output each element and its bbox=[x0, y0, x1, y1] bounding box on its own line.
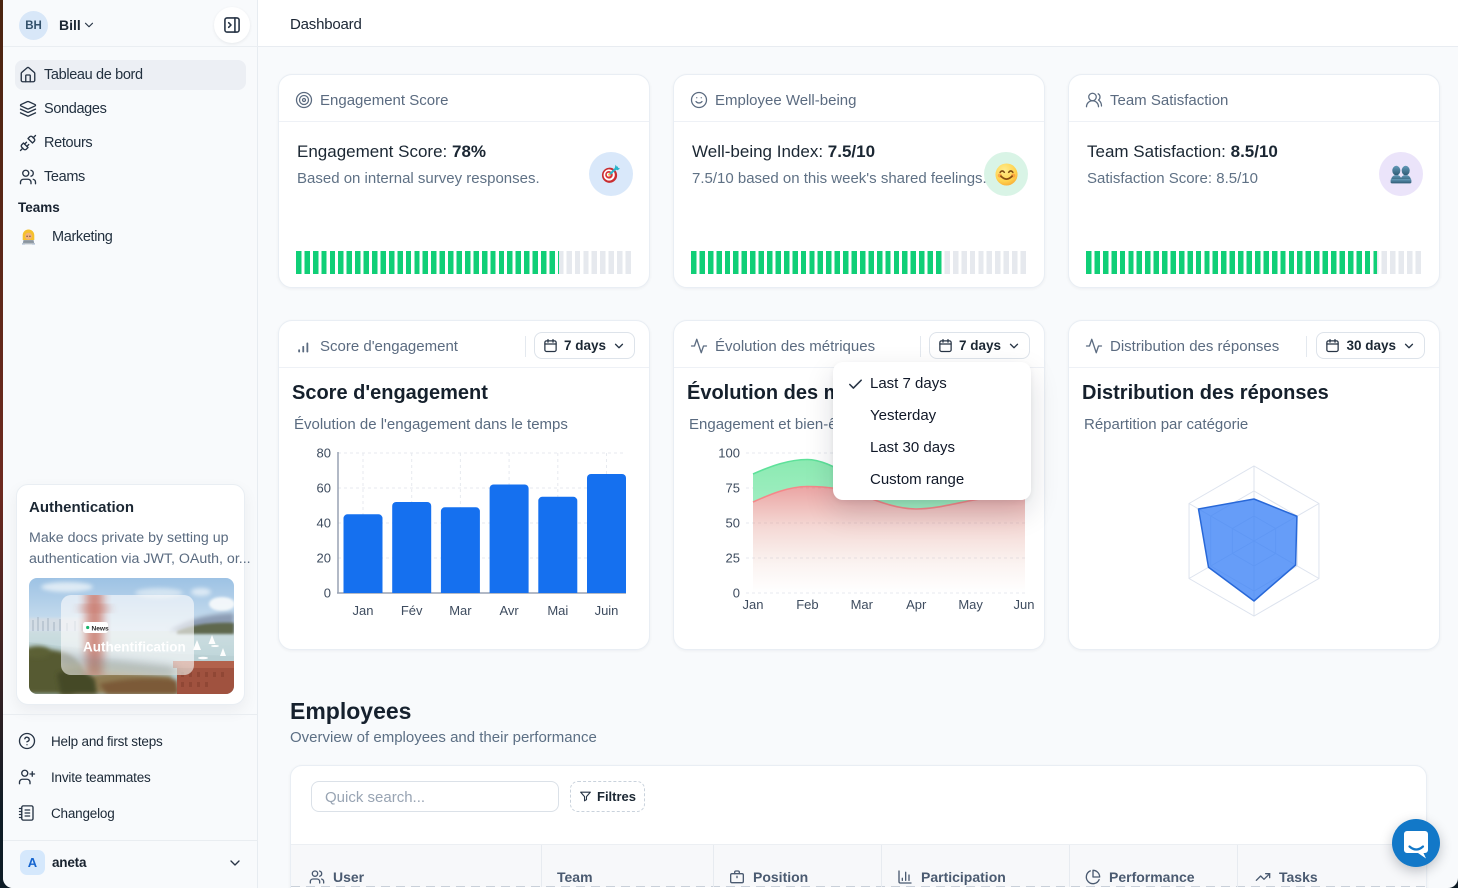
svg-text:20: 20 bbox=[317, 551, 331, 566]
svg-text:100: 100 bbox=[718, 446, 740, 461]
svg-text:Juin: Juin bbox=[595, 603, 619, 618]
svg-text:Jun: Jun bbox=[1014, 597, 1035, 612]
svg-text:May: May bbox=[958, 597, 983, 612]
svg-text:Mar: Mar bbox=[851, 597, 874, 612]
svg-text:25: 25 bbox=[726, 551, 740, 566]
svg-text:Jan: Jan bbox=[743, 597, 764, 612]
svg-text:Feb: Feb bbox=[796, 597, 818, 612]
svg-text:Fév: Fév bbox=[401, 603, 423, 618]
svg-text:40: 40 bbox=[317, 516, 331, 531]
svg-text:0: 0 bbox=[324, 586, 331, 601]
svg-text:News: News bbox=[92, 625, 110, 632]
svg-text:80: 80 bbox=[317, 446, 331, 461]
svg-text:Avr: Avr bbox=[499, 603, 519, 618]
svg-text:Mai: Mai bbox=[547, 603, 568, 618]
svg-text:Jan: Jan bbox=[353, 603, 374, 618]
svg-text:60: 60 bbox=[317, 481, 331, 496]
svg-text:0: 0 bbox=[733, 586, 740, 601]
svg-text:75: 75 bbox=[726, 481, 740, 496]
svg-text:50: 50 bbox=[726, 516, 740, 531]
svg-text:Apr: Apr bbox=[906, 597, 927, 612]
svg-text:Mar: Mar bbox=[449, 603, 472, 618]
svg-text:Authentification: Authentification bbox=[83, 640, 186, 655]
